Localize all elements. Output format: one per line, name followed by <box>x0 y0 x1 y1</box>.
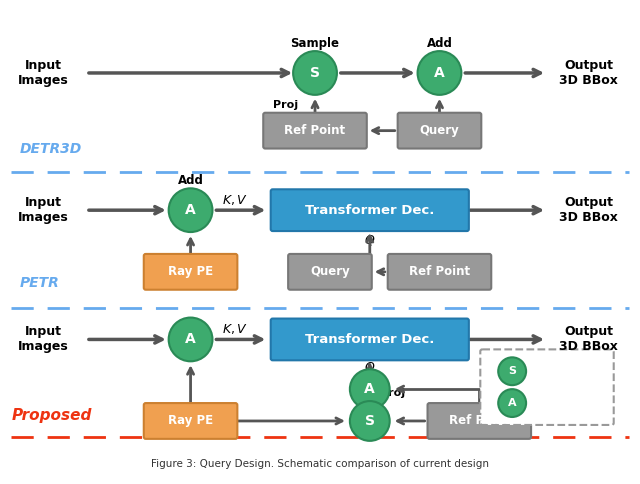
Text: $K,V$: $K,V$ <box>223 322 248 336</box>
Text: Ref Point: Ref Point <box>409 265 470 278</box>
Text: Transformer Dec.: Transformer Dec. <box>305 204 435 217</box>
Text: S: S <box>310 66 320 80</box>
Text: Figure 3: Query Design. Schematic comparison of current design: Figure 3: Query Design. Schematic compar… <box>151 459 489 469</box>
Text: A: A <box>185 333 196 347</box>
Text: Ref Point: Ref Point <box>449 414 510 427</box>
Text: Add: Add <box>426 37 452 50</box>
Circle shape <box>169 188 212 232</box>
FancyBboxPatch shape <box>388 254 492 290</box>
Circle shape <box>350 369 390 409</box>
FancyBboxPatch shape <box>144 254 237 290</box>
Text: Query: Query <box>420 124 460 137</box>
Text: Sample: Sample <box>531 366 577 376</box>
Text: Ray PE: Ray PE <box>168 414 213 427</box>
Text: Proj: Proj <box>380 388 405 398</box>
Text: A: A <box>434 66 445 80</box>
Text: Query: Query <box>310 265 350 278</box>
Text: Transformer Dec.: Transformer Dec. <box>305 333 435 346</box>
Text: Proposed: Proposed <box>12 408 92 423</box>
Text: Output
3D BBox: Output 3D BBox <box>559 325 618 353</box>
Text: A: A <box>185 203 196 217</box>
Circle shape <box>169 318 212 362</box>
Text: A: A <box>364 382 375 396</box>
Circle shape <box>350 401 390 441</box>
Text: Input
Images: Input Images <box>18 325 68 353</box>
Text: Ref Point: Ref Point <box>284 124 346 137</box>
FancyBboxPatch shape <box>288 254 372 290</box>
FancyBboxPatch shape <box>271 189 469 231</box>
Text: $Q$: $Q$ <box>364 360 376 374</box>
Circle shape <box>417 51 461 95</box>
Text: Sample: Sample <box>291 37 340 50</box>
Circle shape <box>293 51 337 95</box>
FancyBboxPatch shape <box>271 318 469 360</box>
Text: DETR3D: DETR3D <box>19 141 81 155</box>
FancyBboxPatch shape <box>144 403 237 439</box>
Text: Input
Images: Input Images <box>18 196 68 224</box>
Text: Input
Images: Input Images <box>18 59 68 87</box>
Text: Proj: Proj <box>273 100 298 110</box>
FancyBboxPatch shape <box>480 349 614 425</box>
FancyBboxPatch shape <box>428 403 531 439</box>
Text: Output
3D BBox: Output 3D BBox <box>559 196 618 224</box>
Circle shape <box>498 357 526 385</box>
Text: Add: Add <box>178 174 204 187</box>
Text: Ray PE: Ray PE <box>168 265 213 278</box>
Text: $K,V$: $K,V$ <box>223 193 248 207</box>
Text: Output
3D BBox: Output 3D BBox <box>559 59 618 87</box>
Text: A: A <box>508 398 516 408</box>
Text: $Q$: $Q$ <box>364 233 376 247</box>
FancyBboxPatch shape <box>397 113 481 149</box>
Text: PETR: PETR <box>19 276 59 290</box>
FancyBboxPatch shape <box>263 113 367 149</box>
Text: S: S <box>508 366 516 376</box>
Text: S: S <box>365 414 375 428</box>
Text: Add: Add <box>531 398 556 408</box>
Circle shape <box>498 389 526 417</box>
